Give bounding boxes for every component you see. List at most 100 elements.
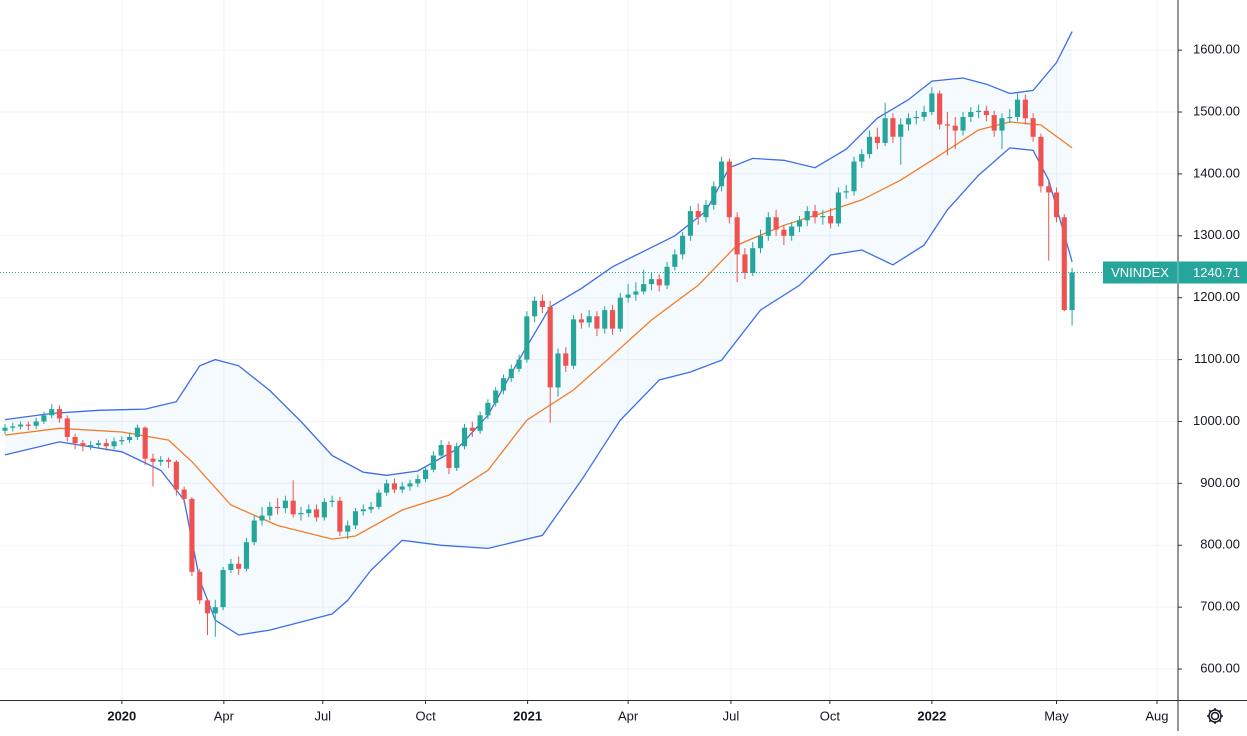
candle-body (944, 124, 951, 126)
candle-body (181, 489, 187, 499)
candle-body (882, 118, 888, 143)
candle-body (711, 186, 717, 205)
candle-body (905, 118, 912, 125)
candle-body (477, 415, 483, 431)
settings-button[interactable] (1207, 708, 1223, 724)
candle-body (220, 570, 226, 608)
candle-body (843, 191, 849, 193)
candle-body (1014, 99, 1021, 117)
y-tick-label: 1300.00 (1193, 227, 1240, 242)
candle-body (890, 118, 896, 137)
x-tick-label: Aug (1145, 708, 1168, 723)
candle-body (236, 563, 242, 569)
candle-body (937, 93, 943, 125)
candle-body (88, 445, 94, 447)
candle-body (524, 316, 530, 360)
candle-body (960, 116, 966, 131)
candle-body (750, 248, 756, 273)
y-tick-label: 1600.00 (1193, 42, 1240, 57)
candle-body (189, 498, 195, 572)
x-tick-label: Apr (214, 708, 235, 723)
candle-body (812, 211, 818, 218)
candle-body (345, 525, 351, 532)
y-tick-label: 1100.00 (1194, 351, 1240, 366)
x-tick-label: 2022 (917, 708, 946, 723)
candle-body (874, 136, 880, 143)
candle-body (197, 571, 203, 601)
candle-body (516, 359, 522, 369)
candle-body (134, 427, 140, 437)
y-tick-label: 900.00 (1200, 475, 1240, 490)
y-tick-label: 1000.00 (1193, 413, 1240, 428)
x-tick-label: Jul (723, 708, 740, 723)
candle-body (680, 235, 686, 255)
candle-body (64, 418, 70, 437)
last-label: VNINDEX (1111, 265, 1169, 280)
candle-body (687, 211, 693, 236)
candle-body (789, 226, 795, 236)
candle-body (165, 459, 172, 462)
candle-body (150, 458, 156, 462)
candle-body (399, 486, 405, 490)
candle-body (820, 216, 826, 218)
x-tick-label: Oct (820, 708, 841, 723)
candle-body (228, 563, 234, 571)
candle-body (173, 461, 179, 490)
last-price-box (1103, 261, 1247, 284)
candle-body (773, 217, 779, 230)
candle-body (1038, 136, 1044, 187)
candle-body (485, 402, 491, 416)
candle-body (306, 509, 312, 514)
candle-body (438, 445, 444, 456)
candle-body (633, 291, 639, 295)
candle-body (609, 310, 616, 329)
candle-body (127, 436, 133, 441)
candle-body (703, 204, 709, 218)
candle-body (571, 319, 577, 366)
candle-body (695, 211, 701, 218)
candle-body (648, 279, 655, 285)
plot (0, 31, 1178, 637)
y-tick-label: 600.00 (1200, 660, 1240, 675)
candle-body (913, 116, 919, 119)
candle-body (866, 136, 873, 155)
axes: 600.00 700.00 800.00 900.00 1000.00 1100.00 12… (107, 42, 1247, 723)
candle-body (25, 424, 31, 426)
candle-body (158, 459, 164, 462)
candle-body (898, 124, 904, 137)
candle-body (111, 441, 117, 447)
candle-body (602, 310, 608, 329)
candle-body (672, 254, 678, 267)
candle-body (251, 520, 257, 543)
candle-body (952, 125, 958, 131)
candle-body (95, 443, 102, 446)
candle-body (742, 254, 748, 273)
candle-body (532, 300, 538, 317)
candle-body (1007, 116, 1013, 119)
y-tick-label: 800.00 (1200, 537, 1240, 552)
candle-body (259, 515, 265, 521)
candle-body (656, 279, 662, 286)
x-tick-label: Apr (618, 708, 639, 723)
candle-body (851, 161, 857, 192)
candle-body (664, 266, 670, 286)
candle-body (1061, 217, 1067, 311)
band-middle (4, 121, 1073, 540)
band-upper (4, 31, 1073, 476)
candle-body (267, 506, 273, 516)
band-fill (4, 31, 1073, 636)
candle-body (454, 446, 460, 468)
candle-body (430, 455, 436, 470)
candle-body (103, 443, 109, 447)
candle-body (56, 409, 63, 419)
candle-body (33, 421, 39, 426)
candle-body (17, 424, 24, 427)
candle-body (828, 216, 834, 224)
candle-body (352, 511, 359, 526)
candle-body (142, 427, 148, 459)
candle-body (796, 220, 803, 227)
candle-body (991, 115, 997, 131)
candle-body (298, 513, 304, 515)
candle-body (555, 353, 561, 388)
candle-body (2, 427, 8, 431)
